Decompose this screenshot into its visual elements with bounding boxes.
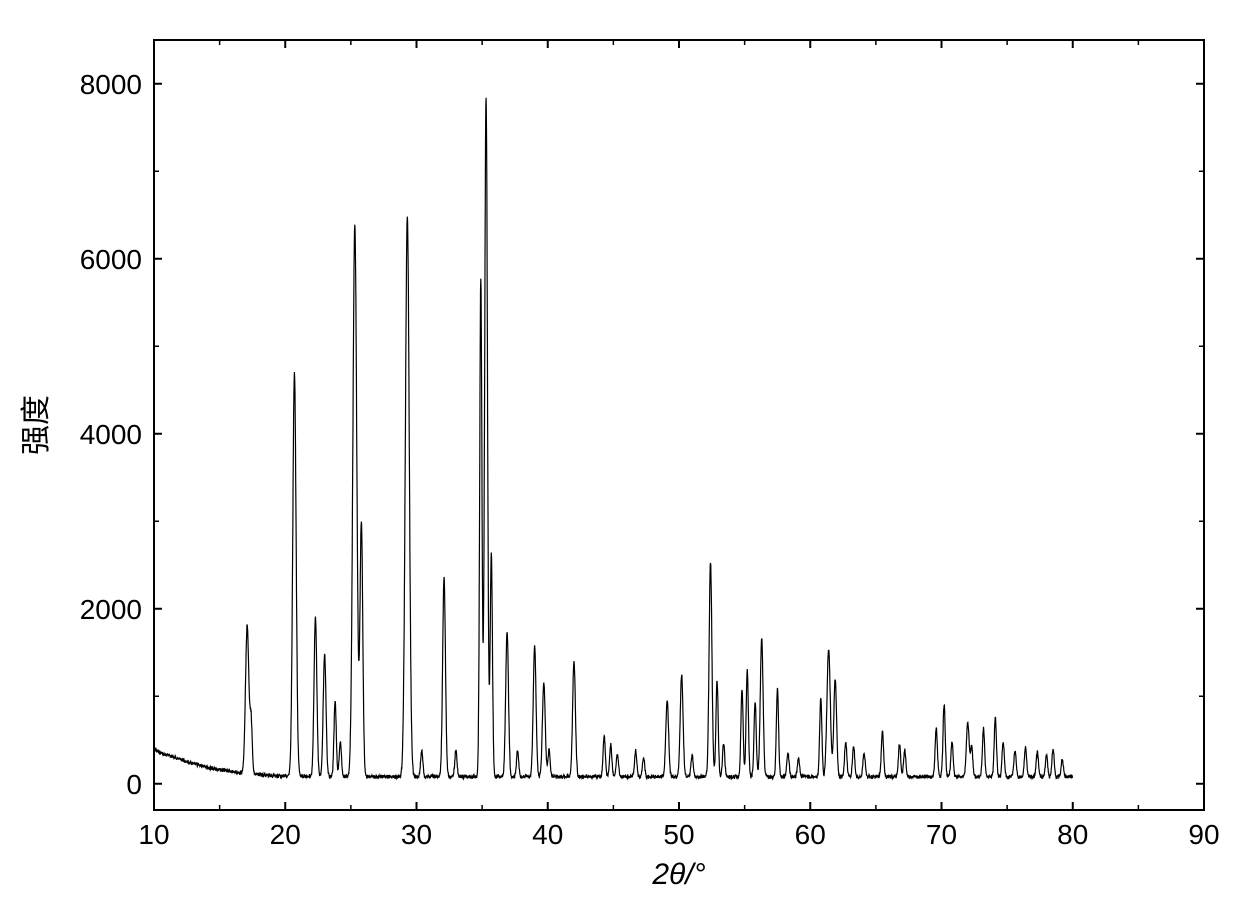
y-tick-label: 2000 — [80, 594, 142, 625]
x-tick-label: 40 — [532, 819, 563, 850]
xrd-chart: 10 20 30 40 50 60 70 80 90 0 2000 4000 6000 8000 2θ/° 强… — [0, 0, 1240, 898]
x-axis-label: 2θ/° — [651, 858, 705, 891]
xrd-pattern — [154, 98, 1073, 779]
y-axis-label: 强度 — [20, 395, 53, 455]
x-tick-label: 70 — [926, 819, 957, 850]
x-tick-label: 30 — [401, 819, 432, 850]
y-tick-label: 8000 — [80, 69, 142, 100]
x-tick-label: 50 — [663, 819, 694, 850]
x-tick-label: 20 — [270, 819, 301, 850]
chart-svg: 10 20 30 40 50 60 70 80 90 0 2000 4000 6000 8000 2θ/° 强… — [0, 0, 1240, 898]
y-tick-label: 6000 — [80, 244, 142, 275]
x-tick-label: 10 — [138, 819, 169, 850]
x-tick-label: 60 — [795, 819, 826, 850]
x-tick-label: 80 — [1057, 819, 1088, 850]
x-tick-label: 90 — [1188, 819, 1219, 850]
y-tick-label: 0 — [126, 769, 142, 800]
y-tick-label: 4000 — [80, 419, 142, 450]
